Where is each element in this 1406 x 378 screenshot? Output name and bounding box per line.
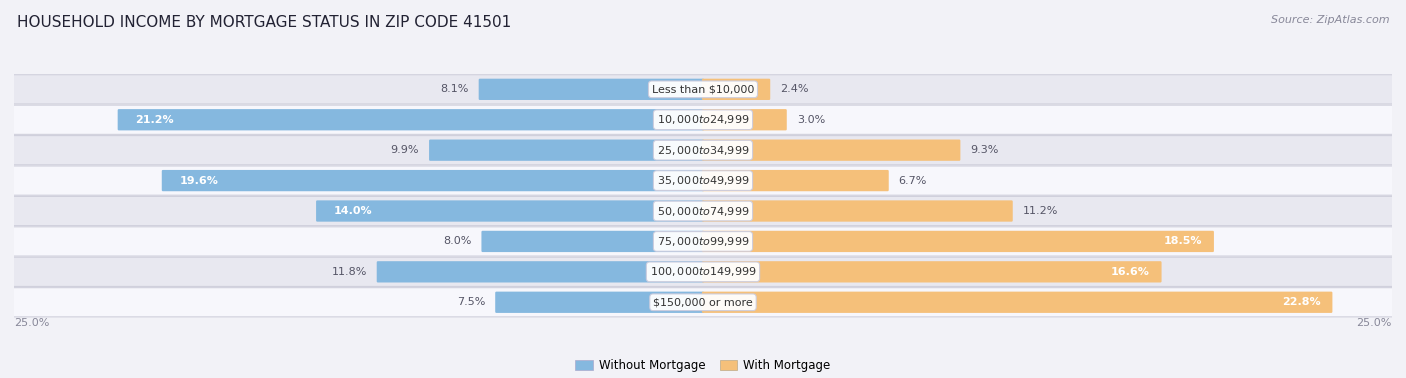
Text: 18.5%: 18.5% [1163, 236, 1202, 246]
FancyBboxPatch shape [118, 109, 704, 130]
FancyBboxPatch shape [13, 257, 1393, 287]
FancyBboxPatch shape [702, 79, 770, 100]
FancyBboxPatch shape [495, 291, 704, 313]
Text: 16.6%: 16.6% [1111, 267, 1150, 277]
FancyBboxPatch shape [429, 139, 704, 161]
Legend: Without Mortgage, With Mortgage: Without Mortgage, With Mortgage [572, 356, 834, 376]
Text: 2.4%: 2.4% [780, 84, 808, 94]
FancyBboxPatch shape [316, 200, 704, 222]
FancyBboxPatch shape [13, 105, 1393, 134]
FancyBboxPatch shape [13, 75, 1393, 104]
FancyBboxPatch shape [702, 109, 787, 130]
Text: 9.3%: 9.3% [970, 145, 998, 155]
Text: 7.5%: 7.5% [457, 297, 485, 307]
Text: 3.0%: 3.0% [797, 115, 825, 125]
Text: $100,000 to $149,999: $100,000 to $149,999 [650, 265, 756, 278]
FancyBboxPatch shape [13, 227, 1393, 256]
FancyBboxPatch shape [702, 231, 1213, 252]
Text: $25,000 to $34,999: $25,000 to $34,999 [657, 144, 749, 156]
FancyBboxPatch shape [702, 200, 1012, 222]
FancyBboxPatch shape [13, 136, 1393, 165]
Text: 19.6%: 19.6% [180, 176, 218, 186]
Text: 6.7%: 6.7% [898, 176, 927, 186]
Text: 14.0%: 14.0% [333, 206, 373, 216]
Text: Less than $10,000: Less than $10,000 [652, 84, 754, 94]
FancyBboxPatch shape [702, 139, 960, 161]
FancyBboxPatch shape [13, 288, 1393, 317]
Text: 11.8%: 11.8% [332, 267, 367, 277]
FancyBboxPatch shape [377, 261, 704, 282]
Text: $35,000 to $49,999: $35,000 to $49,999 [657, 174, 749, 187]
Text: Source: ZipAtlas.com: Source: ZipAtlas.com [1271, 15, 1389, 25]
Text: 25.0%: 25.0% [14, 318, 49, 328]
FancyBboxPatch shape [702, 170, 889, 191]
Text: 21.2%: 21.2% [135, 115, 174, 125]
FancyBboxPatch shape [702, 291, 1333, 313]
FancyBboxPatch shape [702, 261, 1161, 282]
Text: $150,000 or more: $150,000 or more [654, 297, 752, 307]
Text: HOUSEHOLD INCOME BY MORTGAGE STATUS IN ZIP CODE 41501: HOUSEHOLD INCOME BY MORTGAGE STATUS IN Z… [17, 15, 512, 30]
Text: $75,000 to $99,999: $75,000 to $99,999 [657, 235, 749, 248]
FancyBboxPatch shape [13, 197, 1393, 226]
Text: 25.0%: 25.0% [1357, 318, 1392, 328]
FancyBboxPatch shape [481, 231, 704, 252]
Text: 11.2%: 11.2% [1022, 206, 1059, 216]
FancyBboxPatch shape [478, 79, 704, 100]
Text: $10,000 to $24,999: $10,000 to $24,999 [657, 113, 749, 126]
Text: 22.8%: 22.8% [1282, 297, 1320, 307]
Text: $50,000 to $74,999: $50,000 to $74,999 [657, 204, 749, 217]
Text: 9.9%: 9.9% [391, 145, 419, 155]
FancyBboxPatch shape [162, 170, 704, 191]
Text: 8.1%: 8.1% [440, 84, 468, 94]
Text: 8.0%: 8.0% [443, 236, 471, 246]
FancyBboxPatch shape [13, 166, 1393, 195]
